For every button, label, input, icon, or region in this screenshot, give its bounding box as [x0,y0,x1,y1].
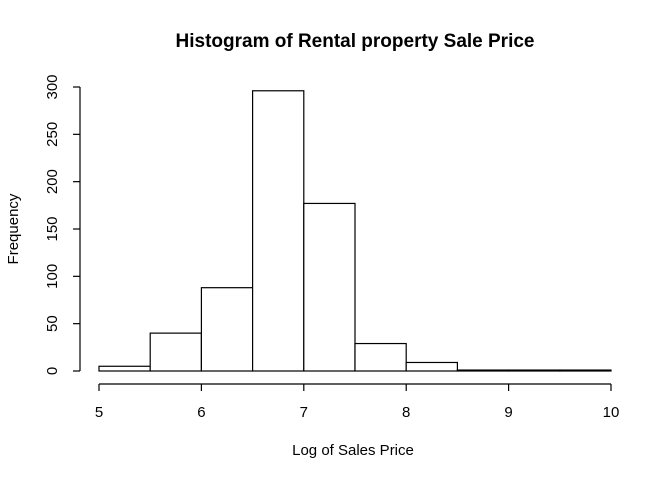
x-tick-label-4: 9 [504,404,512,421]
histogram-bar-3 [252,90,305,372]
x-tick-label-2: 7 [300,404,308,421]
y-tick-label-1: 50 [44,315,61,332]
bars-group [98,90,612,372]
y-tick-label-6: 300 [44,74,61,99]
y-tick-label-4: 200 [44,169,61,194]
x-tick-label-0: 5 [95,404,103,421]
x-axis: 5 6 7 8 9 10 [95,383,620,421]
y-tick-label-3: 150 [44,216,61,241]
chart-title: Histogram of Rental property Sale Price [176,31,535,52]
y-tick-label-0: 0 [44,367,61,375]
histogram-bar-9 [559,369,612,372]
histogram-bar-4 [303,202,356,372]
histogram-bar-2 [200,287,254,372]
y-axis: 0 50 100 150 200 250 300 [44,74,81,375]
x-tick-label-5: 10 [603,404,620,421]
histogram-bar-8 [508,369,561,372]
x-tick-label-1: 6 [197,404,205,421]
y-tick-label-5: 250 [44,122,61,147]
y-tick-label-2: 100 [44,264,61,289]
histogram-bar-6 [405,361,459,372]
histogram-bar-1 [149,332,202,372]
histogram-bar-5 [354,342,407,372]
histogram-bar-7 [456,369,510,372]
histogram-bar-0 [98,365,151,372]
x-tick-label-3: 8 [402,404,410,421]
y-axis-label: Frequency [5,193,22,264]
x-axis-label: Log of Sales Price [292,442,414,459]
